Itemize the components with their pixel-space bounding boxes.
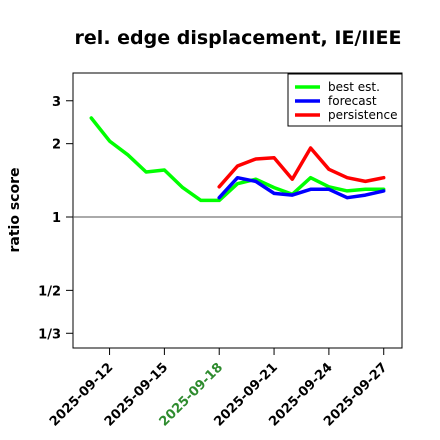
y-tick-label: 3: [52, 95, 61, 110]
legend-label: persistence: [328, 108, 397, 122]
y-tick-label: 1/3: [38, 327, 61, 342]
y-axis-label: ratio score: [7, 168, 23, 253]
legend-label: forecast: [328, 94, 377, 108]
y-tick-label: 1: [52, 211, 61, 226]
y-tick-label: 2: [52, 138, 61, 153]
plot-frame: [72, 72, 403, 349]
y-tick-label: 1/2: [38, 284, 61, 299]
series-line-forecast: [217, 175, 386, 200]
chart-title: rel. edge displacement, IE/IIEE: [75, 27, 402, 49]
legend-label: best est.: [328, 80, 380, 94]
series-line-best-est: [89, 116, 386, 203]
series-line-persistence: [217, 146, 386, 189]
